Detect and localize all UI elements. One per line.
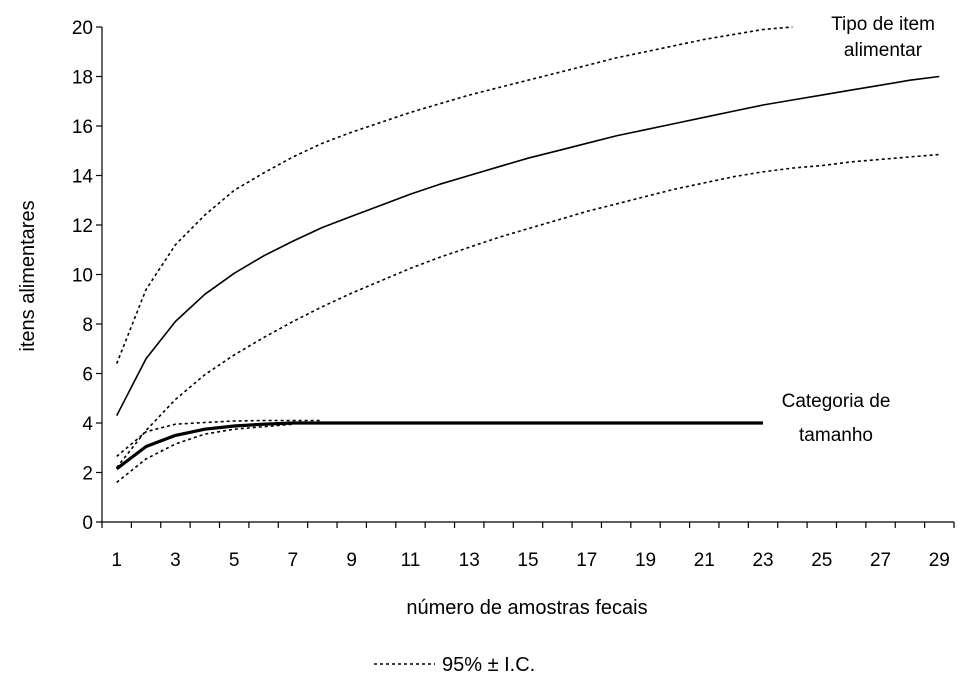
- y-tick-label: 8: [82, 315, 93, 336]
- x-tick-label: 9: [346, 550, 357, 571]
- y-tick-label: 10: [72, 266, 93, 287]
- y-tick-label: 12: [72, 216, 93, 237]
- series-line-5: [116, 423, 294, 484]
- y-tick-label: 14: [72, 167, 94, 188]
- x-axis-title: número de amostras fecais: [406, 597, 647, 619]
- x-tick-label: 27: [870, 550, 891, 571]
- y-tick-label: 20: [72, 18, 93, 39]
- y-axis-title: itens alimentares: [17, 200, 39, 351]
- x-tick-label: 11: [401, 550, 421, 571]
- plot-lines: [115, 26, 940, 484]
- x-tick-label: 23: [752, 550, 773, 571]
- y-tick-label: 2: [82, 464, 93, 485]
- x-tick-label: 3: [170, 550, 181, 571]
- annotation-categoria-line1: Categoria de: [782, 391, 891, 412]
- annotation-categoria-line2: tamanho: [799, 425, 873, 446]
- series-line-1: [115, 26, 793, 364]
- x-tick-label: 17: [576, 550, 597, 571]
- y-tick-label: 18: [72, 68, 93, 89]
- x-tick-label: 1: [111, 550, 122, 571]
- series-line-2: [116, 153, 940, 469]
- y-tick-label: 0: [82, 513, 93, 534]
- series-line-0: [115, 75, 940, 416]
- x-tick-label: 19: [635, 550, 656, 571]
- y-tick-label: 4: [82, 414, 93, 435]
- x-tick-label: 5: [229, 550, 240, 571]
- y-tick-label: 6: [82, 365, 93, 386]
- x-tick-label: 21: [694, 550, 715, 571]
- x-tick-label: 15: [517, 550, 538, 571]
- series-line-3: [115, 421, 763, 471]
- x-tick-label: 7: [288, 550, 299, 571]
- y-tick-label: 16: [72, 117, 93, 138]
- annotation-tipo-line2: alimentar: [844, 40, 923, 61]
- x-tick-label: 29: [929, 550, 950, 571]
- legend-label: 95% ± I.C.: [442, 654, 535, 676]
- x-tick-label: 25: [811, 550, 832, 571]
- x-tick-label: 13: [459, 550, 480, 571]
- annotation-tipo-line1: Tipo de item: [831, 14, 935, 35]
- series-line-4: [116, 419, 323, 458]
